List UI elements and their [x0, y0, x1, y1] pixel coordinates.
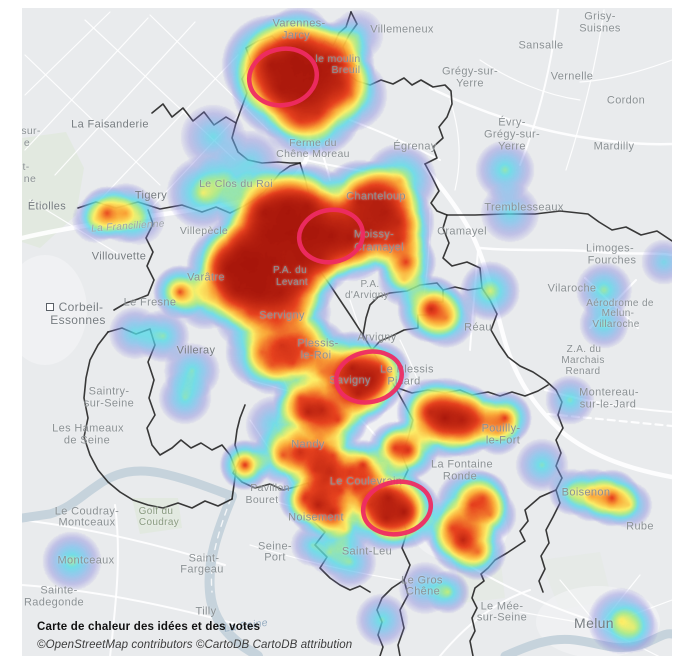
map-viewport[interactable]: Varennes- Jarcy Villemeneux Grisy- Suisnes Sa…	[22, 8, 672, 656]
base-map	[22, 8, 672, 656]
